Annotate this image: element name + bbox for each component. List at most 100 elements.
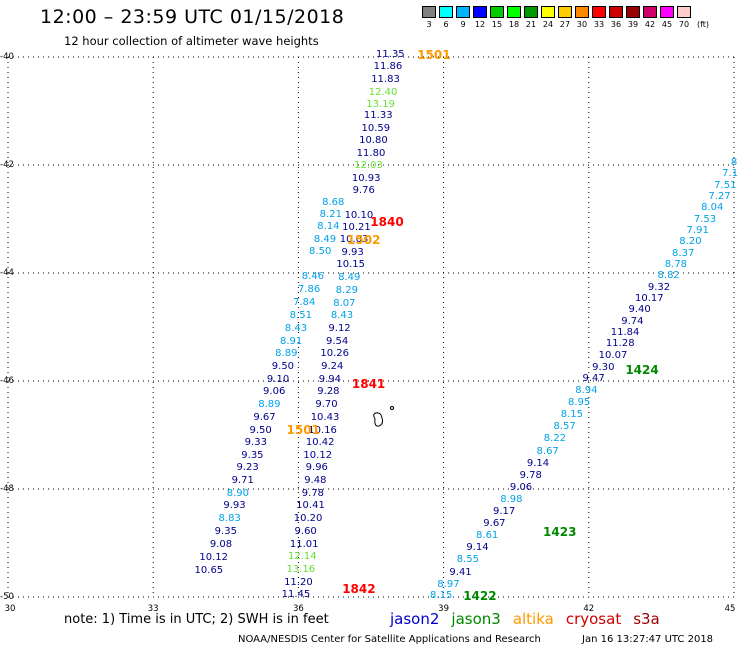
- wave-height-reading: 9.67: [253, 412, 276, 424]
- color-scale-swatch: [473, 6, 487, 18]
- legend-entry-jason3: jason3: [451, 610, 501, 628]
- color-scale-label: 45: [661, 20, 673, 29]
- wave-height-reading: 12.40: [368, 86, 398, 98]
- wave-height-reading: 9.93: [341, 247, 364, 259]
- color-scale-label: 42: [644, 20, 656, 29]
- color-scale-swatch: [626, 6, 640, 18]
- wave-height-reading: 10.26: [320, 348, 350, 359]
- wave-height-reading: 9.74: [621, 315, 644, 327]
- wave-height-reading: 9.14: [466, 542, 489, 554]
- wave-height-reading: 8.49: [338, 272, 361, 284]
- latitude-tick-label: -48: [0, 484, 14, 494]
- wave-height-reading: 8.91: [279, 335, 303, 347]
- wave-height-reading: 9.17: [492, 506, 516, 518]
- wave-height-reading: 9.50: [271, 360, 295, 372]
- pass-time-label: 1424: [625, 363, 659, 378]
- wave-height-reading: 8.20: [679, 236, 702, 248]
- color-scale-swatch: [439, 6, 453, 18]
- color-scale-label: 15: [491, 20, 503, 29]
- latitude-tick-label: -46: [0, 376, 14, 386]
- wave-height-reading: 10.12: [199, 551, 229, 563]
- pass-time-label: 1502: [347, 232, 381, 247]
- wave-height-reading: 9.35: [241, 450, 264, 462]
- color-scale-swatch: [558, 6, 572, 18]
- pass-time-label: 1841: [351, 376, 386, 391]
- color-scale-swatch: [422, 6, 436, 18]
- wave-height-reading: 10.59: [361, 122, 391, 134]
- wave-height-reading: 9.08: [209, 539, 233, 551]
- wave-height-reading: 8.57: [553, 420, 576, 432]
- color-scale-label: 27: [559, 20, 571, 29]
- color-scale-swatch: [490, 6, 504, 18]
- legend-entry-s3a: s3a: [633, 610, 660, 628]
- legend-entry-jason2: jason2: [390, 610, 440, 628]
- wave-height-reading: 11.35: [376, 49, 405, 61]
- wave-height-reading: 8.94: [575, 385, 598, 397]
- wave-height-reading: 9.67: [483, 518, 506, 530]
- latitude-tick-label: -50: [0, 592, 14, 602]
- wave-height-reading: 8.68: [322, 196, 345, 208]
- wave-height-reading: 7.1: [722, 168, 739, 180]
- color-scale-swatch: [575, 6, 589, 18]
- color-scale-unit: (ft): [696, 20, 710, 29]
- pass-time-label: 1422: [463, 588, 497, 603]
- wave-height-reading: 10.93: [351, 172, 381, 184]
- longitude-tick-label: 42: [583, 604, 595, 614]
- color-scale-swatch: [643, 6, 657, 18]
- color-scale-label: 39: [627, 20, 639, 29]
- wave-height-reading: 9.47: [582, 373, 605, 385]
- wave-height-reading: 9.70: [315, 399, 338, 411]
- wave-height-reading: 8.51: [289, 310, 312, 322]
- wave-height-reading: 8.43: [330, 310, 354, 322]
- color-scale-label: 30: [576, 20, 588, 29]
- longitude-tick-label: 39: [438, 604, 450, 614]
- latitude-tick-label: -42: [0, 160, 14, 170]
- color-scale-label: 3: [426, 20, 432, 29]
- color-scale-label: 70: [678, 20, 690, 29]
- color-scale-label: 9: [460, 20, 466, 29]
- wave-height-reading: 11.83: [371, 73, 400, 85]
- wave-height-reading: 11.28: [605, 338, 635, 350]
- wave-height-reading: 8.82: [657, 270, 680, 282]
- wave-height-reading: 8.98: [500, 493, 523, 505]
- color-scale-swatch: [677, 6, 691, 18]
- color-scale-swatch: [609, 6, 623, 18]
- wave-height-reading: 7.91: [686, 224, 709, 236]
- wave-height-reading: 8.04: [701, 202, 724, 214]
- satellite-legend: jason2 jason3 altika cryosat s3a: [390, 610, 672, 628]
- wave-height-reading: 10.16: [308, 424, 337, 436]
- wave-height-reading: 9.96: [305, 462, 328, 474]
- longitude-tick-label: 36: [292, 604, 304, 614]
- wave-height-reading: 11.80: [356, 147, 386, 159]
- wave-height-reading: 9.40: [628, 304, 651, 316]
- color-scale-swatch: [507, 6, 521, 18]
- wave-height-reading: 9.28: [317, 386, 340, 398]
- latitude-tick-label: -44: [0, 268, 14, 278]
- island-outline: [373, 412, 384, 427]
- wave-height-reading: 9.71: [231, 474, 254, 486]
- color-scale-label: 12: [474, 20, 486, 29]
- wave-height-reading: 10.17: [634, 292, 664, 304]
- wave-height-reading: 10.20: [293, 513, 323, 525]
- map-title: 12:00 – 23:59 UTC 01/15/2018: [40, 6, 345, 28]
- longitude-tick-label: 30: [4, 604, 16, 614]
- wave-height-reading: 8.83: [218, 513, 241, 525]
- wave-height-reading: 11.84: [610, 326, 640, 338]
- wave-height-reading: 10.41: [296, 500, 325, 512]
- wave-height-reading: 8: [730, 156, 738, 168]
- wave-height-reading: 9.33: [244, 437, 267, 449]
- wave-height-reading: 8.15: [430, 589, 453, 601]
- wave-height-reading: 9.06: [263, 386, 286, 398]
- generated-timestamp: Jan 16 13:27:47 UTC 2018: [582, 634, 714, 645]
- wave-height-reading: 9.78: [519, 469, 542, 481]
- wave-height-reading: 9.41: [449, 566, 472, 578]
- wave-height-reading: 8.90: [226, 487, 250, 499]
- wave-height-reading: 10.65: [194, 564, 224, 576]
- longitude-tick-label: 45: [724, 604, 736, 614]
- wave-height-reading: 7.84: [293, 296, 316, 308]
- wave-height-reading: 8.89: [275, 348, 298, 359]
- wave-height-reading: 8.14: [317, 221, 340, 233]
- wave-height-reading: 10.43: [310, 411, 340, 423]
- color-scale-label: 24: [542, 20, 554, 29]
- pass-time-label: 1501: [417, 48, 451, 63]
